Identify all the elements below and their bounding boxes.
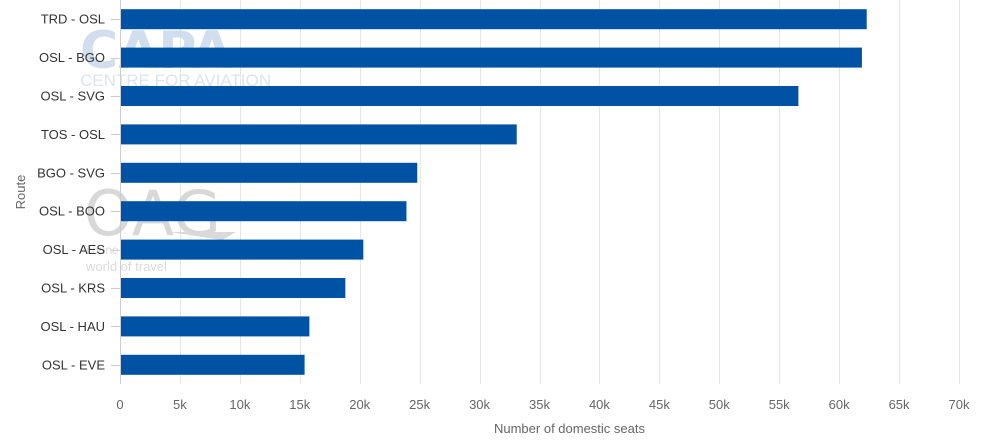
y-axis-title: Route <box>13 175 28 210</box>
x-axis-title: Number of domestic seats <box>494 421 646 436</box>
bar <box>120 9 867 30</box>
plane-icon <box>170 232 236 240</box>
x-tick-label: 5k <box>173 397 187 412</box>
bar <box>120 162 418 183</box>
category-label: OSL - HAU <box>40 319 105 334</box>
x-tick-label: 30k <box>469 397 490 412</box>
bar <box>120 354 305 375</box>
x-tick-label: 25k <box>409 397 430 412</box>
x-tick-labels: 0 5k 10k 15k 20k 25k 30k 35k 40k 45k 50k 55k 60k 65k 7… <box>116 397 970 412</box>
category-label: TOS - OSL <box>41 127 105 142</box>
x-tick-label: 20k <box>349 397 370 412</box>
x-tick-label: 15k <box>289 397 310 412</box>
bar <box>120 239 364 260</box>
category-label: OSL - BOO <box>39 204 105 219</box>
category-label: OSL - SVG <box>40 89 105 104</box>
x-tick-label: 55k <box>769 397 790 412</box>
category-labels: TRD - OSL OSL - BGO OSL - SVG TOS - OSL BGO … <box>37 12 120 372</box>
x-tick-label: 50k <box>709 397 730 412</box>
bar <box>120 124 517 145</box>
category-label: OSL - KRS <box>41 281 105 296</box>
oag-watermark-tagline-1: conne <box>86 243 119 257</box>
bar <box>120 201 407 222</box>
x-tick-label: 10k <box>229 397 250 412</box>
x-tick-label: 65k <box>889 397 910 412</box>
x-tick-label: 60k <box>829 397 850 412</box>
category-label: OSL - AES <box>43 242 106 257</box>
bar <box>120 278 346 298</box>
category-label: TRD - OSL <box>41 12 105 27</box>
capa-watermark-subtitle: CENTRE FOR AVIATION <box>80 71 271 90</box>
category-label: OSL - EVE <box>42 357 105 372</box>
oag-watermark-tagline-2: world of travel <box>85 259 167 274</box>
bar <box>120 86 799 106</box>
x-tick-label: 45k <box>649 397 670 412</box>
bars <box>120 9 867 375</box>
bar <box>120 47 862 68</box>
category-label: OSL - BGO <box>39 50 105 65</box>
x-tick-label: 70k <box>949 397 970 412</box>
x-tick-label: 40k <box>589 397 610 412</box>
bar <box>120 316 310 337</box>
x-tick-label: 35k <box>529 397 550 412</box>
x-tick-label: 0 <box>116 397 123 412</box>
category-label: BGO - SVG <box>37 165 105 180</box>
